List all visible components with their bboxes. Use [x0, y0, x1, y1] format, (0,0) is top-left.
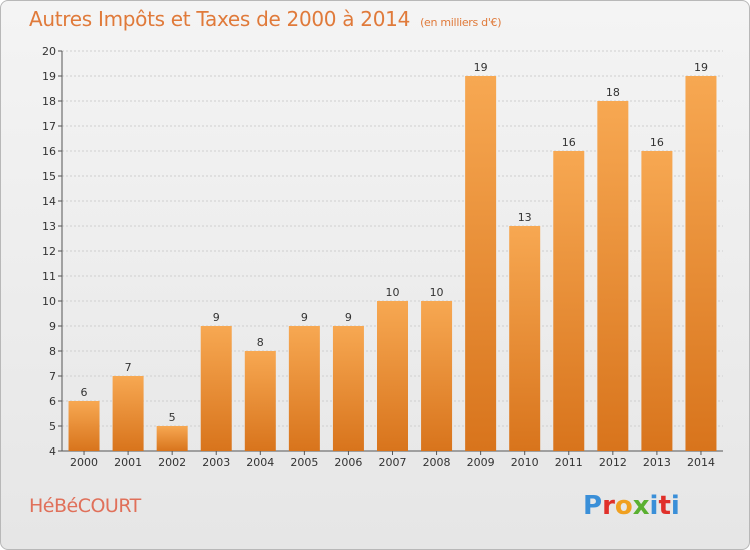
value-label: 9: [301, 311, 308, 324]
y-tick-label: 19: [42, 70, 56, 83]
value-label: 18: [606, 86, 620, 99]
bar-2014: [685, 76, 717, 451]
x-tick-label: 2013: [643, 456, 671, 469]
bar-2005: [288, 326, 320, 451]
x-tick-label: 2014: [687, 456, 715, 469]
proxiti-logo: Proxiti: [583, 491, 680, 521]
y-tick-label: 13: [42, 220, 56, 233]
x-tick-label: 2008: [423, 456, 451, 469]
value-label: 6: [81, 386, 88, 399]
bar-2001: [112, 376, 144, 451]
bar-2000: [68, 401, 100, 451]
value-label: 7: [125, 361, 132, 374]
chart-title-text: Autres Impôts et Taxes de 2000 à 2014: [29, 7, 410, 31]
bar-2004: [244, 351, 276, 451]
value-label: 10: [386, 286, 400, 299]
x-tick-label: 2004: [246, 456, 274, 469]
bar-2009: [465, 76, 497, 451]
value-label: 16: [562, 136, 576, 149]
commune-name: HéBéCOURT: [29, 495, 141, 517]
x-tick-label: 2007: [379, 456, 407, 469]
y-tick-label: 11: [42, 270, 56, 283]
y-tick-label: 15: [42, 170, 56, 183]
y-tick-label: 5: [49, 420, 56, 433]
x-tick-label: 2002: [158, 456, 186, 469]
logo-letter: i: [649, 491, 659, 521]
bar-2012: [597, 101, 629, 451]
x-tick-label: 2011: [555, 456, 583, 469]
value-label: 19: [474, 61, 488, 74]
logo-letter: o: [614, 491, 633, 521]
y-tick-label: 6: [49, 395, 56, 408]
y-tick-label: 17: [42, 120, 56, 133]
bar-2007: [377, 301, 408, 451]
y-tick-label: 4: [49, 445, 56, 458]
x-tick-label: 2010: [511, 456, 539, 469]
x-tick-label: 2009: [467, 456, 495, 469]
chart-title: Autres Impôts et Taxes de 2000 à 2014 (e…: [29, 7, 502, 31]
value-label: 10: [430, 286, 444, 299]
y-tick-label: 20: [42, 45, 56, 58]
value-label: 9: [213, 311, 220, 324]
x-tick-label: 2001: [114, 456, 142, 469]
bar-2011: [553, 151, 585, 451]
bar-2008: [421, 301, 453, 451]
y-tick-label: 9: [49, 320, 56, 333]
bar-2002: [156, 426, 188, 451]
y-tick-label: 16: [42, 145, 56, 158]
y-tick-label: 12: [42, 245, 56, 258]
logo-letter: t: [658, 491, 671, 521]
value-label: 19: [694, 61, 708, 74]
y-tick-label: 7: [49, 370, 56, 383]
y-tick-label: 8: [49, 345, 56, 358]
chart-subtitle: (en milliers d'€): [420, 16, 502, 29]
x-tick-label: 2003: [202, 456, 230, 469]
bars: [68, 76, 717, 451]
x-tick-label: 2006: [334, 456, 362, 469]
logo-letter: r: [602, 491, 615, 521]
logo-letter: i: [670, 491, 680, 521]
y-tick-label: 18: [42, 95, 56, 108]
value-label: 13: [518, 211, 532, 224]
x-tick-label: 2005: [290, 456, 318, 469]
value-label: 5: [169, 411, 176, 424]
y-tick-label: 10: [42, 295, 56, 308]
logo-letter: P: [583, 491, 603, 521]
y-tick-label: 14: [42, 195, 56, 208]
bar-2010: [509, 226, 541, 451]
bar-2006: [332, 326, 364, 451]
value-label: 9: [345, 311, 352, 324]
value-label: 16: [650, 136, 664, 149]
bar-2013: [641, 151, 673, 451]
bar-2003: [200, 326, 232, 451]
x-tick-label: 2012: [599, 456, 627, 469]
logo-letter: x: [632, 491, 650, 521]
x-tick-label: 2000: [70, 456, 98, 469]
labels: 4 5 6 7 8 9 10 11 12 13 14 15 16 17 18 19 20 6 2000 7 2001 5 2…: [42, 45, 715, 469]
value-label: 8: [257, 336, 264, 349]
